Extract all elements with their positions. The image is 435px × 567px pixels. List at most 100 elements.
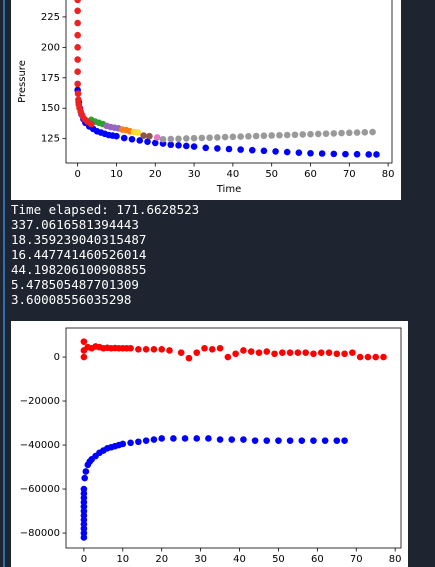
x-tick-label: 50 [265, 169, 278, 180]
point [206, 134, 213, 141]
point [120, 134, 128, 142]
x-tick-label: 80 [382, 169, 395, 180]
point [198, 134, 206, 142]
y-tick-label: 200 [41, 42, 60, 53]
plot-area [74, 0, 380, 158]
point [364, 353, 372, 361]
point [177, 349, 185, 356]
point [302, 349, 309, 356]
point [74, 80, 81, 88]
plot-area [80, 338, 387, 541]
axes-frame [65, 327, 402, 549]
point [294, 349, 302, 356]
point [333, 350, 341, 358]
point [183, 135, 190, 142]
point [237, 133, 244, 140]
x-tick-label: 40 [227, 169, 240, 180]
axes-frame [65, 0, 393, 164]
point [369, 128, 376, 136]
point [181, 435, 189, 442]
point [341, 350, 348, 358]
chart: 0 10 20 30 40 50 60 70 80 0 −20000 −40000 −60000 −800… [11, 321, 408, 567]
point [140, 132, 147, 139]
point [229, 133, 237, 141]
x-tick-label: 20 [149, 169, 162, 180]
x-tick-label: 70 [350, 554, 363, 565]
point [232, 350, 239, 358]
point [330, 130, 338, 137]
output-line: 337.0616581394443 [11, 217, 139, 232]
point [127, 439, 134, 447]
point [307, 149, 314, 157]
point [113, 132, 120, 140]
output-line: 44.198206100908855 [11, 262, 147, 277]
point [119, 440, 127, 448]
point [310, 350, 317, 358]
point [135, 438, 142, 446]
point [346, 129, 353, 137]
y-tick-label: 0 [54, 352, 60, 363]
point [268, 132, 275, 139]
point [127, 344, 134, 352]
point [325, 349, 333, 356]
point [372, 353, 380, 361]
point [307, 130, 314, 138]
y-axis-label: Pressure [17, 60, 28, 103]
point [349, 349, 356, 356]
point [276, 131, 283, 139]
x-tick-label: 10 [116, 554, 129, 565]
x-tick-label: 60 [311, 554, 324, 565]
point [338, 129, 345, 137]
point [175, 142, 182, 149]
point [87, 120, 95, 128]
point [142, 346, 150, 353]
y-tick-label: −20000 [20, 396, 60, 407]
point [193, 435, 201, 442]
point [353, 150, 361, 158]
y-tick-label: −60000 [20, 484, 60, 495]
point [255, 349, 263, 356]
x-tick-label: 60 [304, 169, 317, 180]
point [144, 138, 151, 145]
point [216, 344, 224, 352]
x-tick-label: 40 [233, 554, 246, 565]
y-tick-label: −80000 [20, 528, 60, 539]
x-tick-label: 20 [155, 554, 168, 565]
point [74, 0, 81, 4]
cell-output: Time elapsed: 171.6628523 337.06165813944… [11, 202, 199, 307]
point [353, 129, 361, 136]
point [202, 144, 210, 152]
point [240, 347, 247, 354]
point [317, 349, 325, 356]
point [225, 145, 233, 153]
point [214, 145, 221, 152]
point [333, 437, 341, 444]
point [167, 141, 175, 149]
point [251, 437, 259, 444]
point [275, 437, 282, 444]
point [136, 137, 144, 144]
point [201, 344, 208, 352]
output-line: Time elapsed: 171.6628523 [11, 202, 200, 217]
point [82, 468, 90, 475]
point [321, 437, 329, 444]
point [252, 132, 260, 140]
point [299, 131, 307, 138]
point [185, 354, 193, 362]
x-tick-label: 30 [188, 169, 201, 180]
point [260, 147, 268, 155]
point [128, 135, 136, 143]
point [190, 143, 198, 150]
x-tick-label: 0 [74, 169, 80, 180]
point [272, 148, 279, 155]
x-tick-label: 80 [389, 554, 402, 565]
point [283, 148, 291, 156]
point [373, 151, 380, 158]
point [175, 135, 182, 143]
x-axis-label: Time [216, 184, 241, 195]
point [208, 346, 216, 353]
point [74, 44, 81, 51]
point [146, 132, 153, 140]
chart: 0 10 20 30 40 50 60 70 80 125 150 175 200 225 Time Pres… [11, 0, 401, 200]
point [183, 142, 190, 150]
